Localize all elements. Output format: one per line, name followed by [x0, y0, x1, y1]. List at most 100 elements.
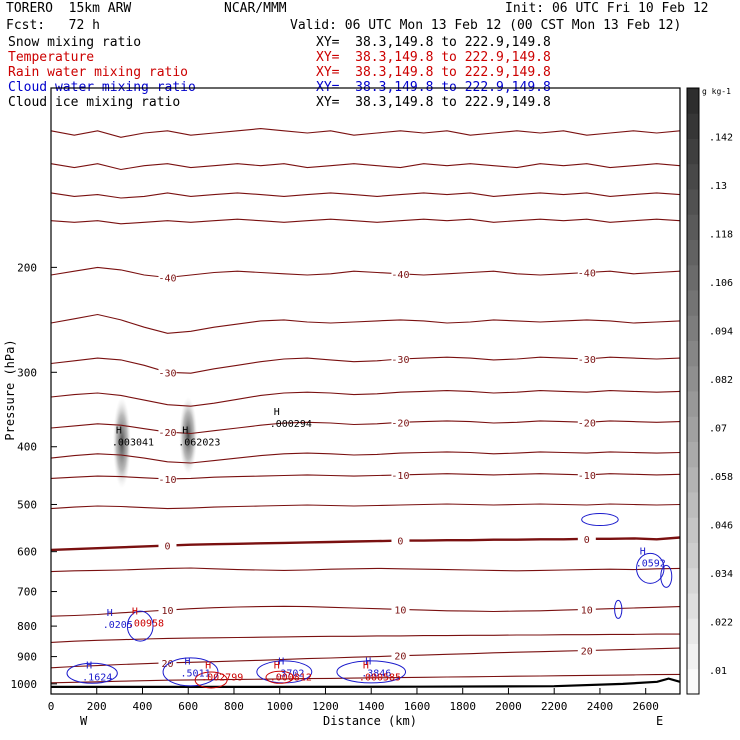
x-tick-label: 1000 — [266, 700, 293, 713]
y-tick-label: 300 — [17, 366, 37, 379]
y-tick-label: 200 — [17, 261, 37, 274]
contour-label: 0 — [397, 537, 403, 548]
maximum-marker: H — [132, 606, 138, 617]
temperature-contour — [50, 192, 681, 199]
x-tick-label: 800 — [224, 700, 244, 713]
maximum-marker: H — [107, 608, 113, 619]
rain-water-contour — [194, 671, 228, 689]
temperature-contour — [50, 633, 680, 643]
y-tick-label: 600 — [17, 546, 37, 559]
temperature-contour — [50, 647, 681, 669]
contour-label: 20 — [394, 652, 406, 663]
x-tick-label: 1400 — [358, 700, 385, 713]
temperature-contour — [50, 605, 681, 617]
temperature-contour — [50, 673, 681, 684]
maximum-marker: H — [278, 657, 284, 668]
legend-section-coords: XY= 38.3,149.8 to 222.9,149.8 — [316, 65, 551, 80]
temperature-contour — [50, 420, 681, 435]
legend-section-coords: XY= 38.3,149.8 to 222.9,149.8 — [316, 35, 551, 50]
maximum-marker: H — [182, 425, 188, 436]
maximum-marker: H — [365, 657, 371, 668]
x-tick-label: 1200 — [312, 700, 339, 713]
legend-field-label: Temperature — [8, 50, 95, 65]
colorbar-swatch — [687, 668, 699, 695]
snow-shading-blob — [179, 396, 198, 475]
cloud-water-max-value: .5011 — [181, 669, 211, 680]
init-time: Init: 06 UTC Fri 10 Feb 12 — [505, 1, 709, 16]
x-tick-label: 2600 — [632, 700, 659, 713]
temperature-contour — [50, 473, 681, 480]
cloud-water-contour — [636, 552, 665, 584]
y-tick-label: 1000 — [11, 678, 38, 691]
x-tick-label: 400 — [133, 700, 153, 713]
colorbar-swatch — [687, 593, 699, 619]
colorbar-swatch — [687, 391, 699, 417]
colorbar-swatch — [687, 365, 699, 392]
rain-water-contour — [265, 670, 294, 684]
east-label: E — [656, 714, 663, 728]
cloud-water-max-value: .0592 — [636, 558, 666, 569]
snow-max-value: .062023 — [178, 437, 220, 448]
colorbar-swatch — [687, 643, 699, 670]
maximum-marker: H — [86, 661, 92, 672]
x-tick-label: 1800 — [449, 700, 476, 713]
maximum-marker: H — [274, 661, 280, 672]
maximum-marker: H — [363, 661, 369, 672]
legend-field-label: Cloud water mixing ratio — [8, 80, 196, 95]
legend-section-coords: XY= 38.3,149.8 to 222.9,149.8 — [316, 50, 551, 65]
cloud-water-contour — [66, 662, 118, 684]
contour-label: -10 — [578, 471, 596, 482]
colorbar-swatch — [687, 542, 699, 569]
rain-max-value: .000585 — [359, 673, 401, 684]
temperature-contour — [50, 567, 681, 573]
colorbar-tick-label: .022 — [709, 617, 733, 628]
colorbar-tick-label: .13 — [709, 181, 727, 192]
colorbar-swatch — [687, 618, 699, 644]
colorbar-swatch — [687, 441, 699, 468]
maximum-marker: H — [185, 657, 191, 668]
temperature-contour — [50, 390, 681, 407]
colorbar-tick-label: .01 — [709, 666, 727, 677]
colorbar-swatch — [687, 290, 699, 316]
colorbar-swatch — [687, 517, 699, 543]
cloud-water-contour — [581, 513, 619, 527]
temperature-contour — [50, 451, 681, 464]
rain-max-value: .00958 — [128, 618, 164, 629]
contour-label: 20 — [581, 646, 593, 657]
x-tick-label: 600 — [178, 700, 198, 713]
temperature-contour — [50, 503, 681, 510]
colorbar-swatch — [687, 189, 699, 215]
y-tick-label: 700 — [17, 586, 37, 599]
maximum-marker: H — [274, 407, 280, 418]
contour-label: 0 — [584, 535, 590, 546]
contour-label: 10 — [161, 606, 173, 617]
cloud-water-max-value: .1624 — [82, 673, 112, 684]
colorbar-swatch — [687, 416, 699, 442]
legend-field-label: Snow mixing ratio — [8, 35, 142, 50]
temperature-contour — [50, 266, 681, 279]
cloud-water-max-value: .0205 — [103, 620, 133, 631]
cloud-water-contour — [126, 610, 154, 642]
colorbar-frame — [686, 87, 700, 695]
x-tick-label: 2200 — [541, 700, 568, 713]
colorbar-tick-label: .106 — [709, 278, 733, 289]
x-tick-label: 2400 — [587, 700, 614, 713]
valid-time: Valid: 06 UTC Mon 13 Feb 12 (00 CST Mon … — [290, 18, 682, 33]
colorbar-tick-label: .034 — [709, 569, 733, 580]
contour-label: 10 — [394, 605, 406, 616]
west-label: W — [80, 714, 88, 728]
colorbar-swatch — [687, 113, 699, 139]
colorbar-swatch — [687, 466, 699, 493]
contour-label: -40 — [578, 268, 596, 279]
colorbar-tick-label: .082 — [709, 375, 733, 386]
cloud-water-contour — [660, 564, 673, 588]
snow-max-value: .003041 — [112, 437, 154, 448]
x-axis-label: Distance (km) — [323, 714, 417, 728]
colorbar-swatch — [687, 264, 699, 291]
snow-max-value: .000294 — [270, 419, 312, 430]
contour-label: -30 — [158, 368, 176, 379]
x-tick-label: 200 — [87, 700, 107, 713]
contour-label: -20 — [391, 418, 409, 429]
cloud-water-max-value: .3846 — [361, 669, 391, 680]
